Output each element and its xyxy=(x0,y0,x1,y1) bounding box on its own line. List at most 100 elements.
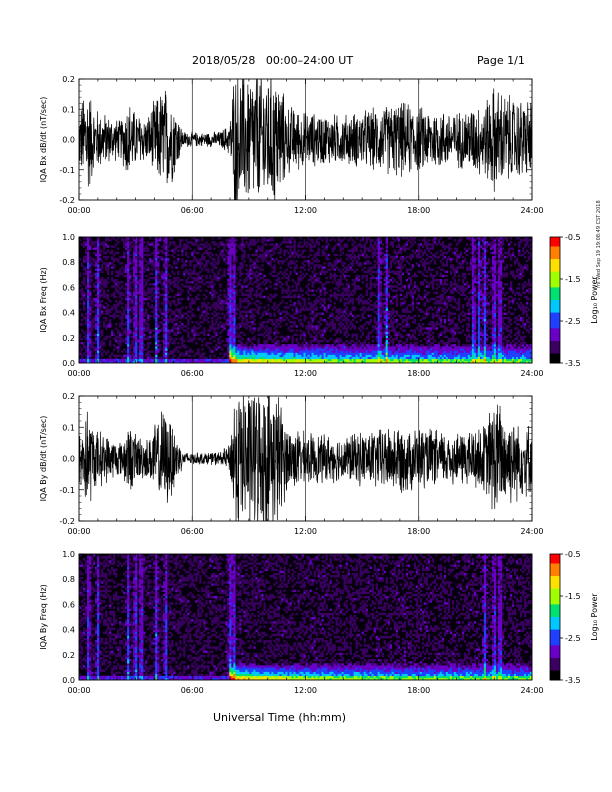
spectrogram-cell xyxy=(125,291,128,294)
spectrogram-cell xyxy=(129,306,132,309)
spectrogram-cell xyxy=(339,241,342,244)
spectrogram-cell xyxy=(351,346,354,349)
spectrogram-cell xyxy=(133,285,136,288)
spectrogram-cell xyxy=(347,295,350,299)
spectrogram-cell xyxy=(291,325,294,328)
spectrogram-cell xyxy=(227,350,230,353)
spectrogram-cell xyxy=(187,335,190,339)
spectrogram-cell xyxy=(201,262,204,265)
spectrogram-cell xyxy=(131,358,134,362)
spectrogram-cell xyxy=(217,260,220,263)
spectrogram-cell xyxy=(379,281,382,284)
spectrogram-cell xyxy=(307,264,310,267)
spectrogram-cell xyxy=(251,272,254,276)
spectrogram-cell xyxy=(335,314,338,318)
spectrogram-cell xyxy=(139,304,142,307)
spectrogram-cell xyxy=(285,335,288,339)
spectrogram-cell xyxy=(125,241,128,244)
spectrogram-cell xyxy=(87,281,90,284)
spectrogram-cell xyxy=(269,312,272,315)
spectrogram-cell xyxy=(251,360,254,363)
spectrogram-cell xyxy=(141,360,144,363)
spectrogram-cell xyxy=(293,245,296,248)
spectrogram-cell xyxy=(265,287,268,290)
spectrogram-cell xyxy=(93,285,96,288)
spectrogram-cell xyxy=(271,274,274,278)
spectrogram-cell xyxy=(317,354,320,357)
spectrogram-cell xyxy=(339,331,342,334)
spectrogram-cell xyxy=(95,300,98,303)
spectrogram-cell xyxy=(247,300,250,303)
spectrogram-cell xyxy=(251,297,254,301)
spectrogram-cell xyxy=(95,241,98,244)
spectrogram-cell xyxy=(127,264,130,267)
spectrogram-cell xyxy=(203,293,206,297)
spectrogram-cell xyxy=(135,300,138,303)
spectrogram-cell xyxy=(245,318,248,322)
spectrogram-cell xyxy=(269,237,272,240)
spectrogram-cell xyxy=(245,346,248,349)
spectrogram-cell xyxy=(305,352,308,355)
spectrogram-cell xyxy=(275,342,278,345)
spectrogram-cell xyxy=(205,310,208,313)
spectrogram-cell xyxy=(207,333,210,336)
spectrogram-cell xyxy=(141,337,144,341)
spectrogram-cell xyxy=(231,266,234,269)
spectrogram-cell xyxy=(211,268,214,271)
spectrogram-cell xyxy=(141,306,144,309)
spectrogram-cell xyxy=(317,360,320,363)
spectrogram-cell xyxy=(251,253,254,257)
spectrogram-cell xyxy=(249,276,252,280)
spectrogram-cell xyxy=(379,287,382,290)
spectrogram-cell xyxy=(117,329,120,332)
spectrogram-cell xyxy=(223,316,226,320)
spectrogram-cell xyxy=(173,276,176,280)
spectrogram-cell xyxy=(349,350,352,353)
spectrogram-cell xyxy=(323,331,326,334)
spectrogram-cell xyxy=(241,358,244,362)
spectrogram-cell xyxy=(257,247,260,250)
spectrogram-cell xyxy=(175,279,178,282)
spectrogram-cell xyxy=(269,297,272,301)
spectrogram-cell xyxy=(281,272,284,276)
spectrogram-cell xyxy=(225,300,228,303)
spectrogram-cell xyxy=(95,325,98,328)
spectrogram-cell xyxy=(271,237,274,240)
spectrogram-cell xyxy=(261,260,264,263)
spectrogram-cell xyxy=(191,281,194,284)
spectrogram-cell xyxy=(197,287,200,290)
spectrogram-cell xyxy=(345,302,348,305)
spectrogram-cell xyxy=(115,295,118,299)
spectrogram-cell xyxy=(183,285,186,288)
spectrogram-cell xyxy=(155,306,158,309)
spectrogram-cell xyxy=(181,249,184,252)
spectrogram-cell xyxy=(355,342,358,345)
spectrogram-cell xyxy=(161,358,164,362)
spectrogram-cell xyxy=(209,354,212,357)
spectrogram-cell xyxy=(281,276,284,280)
spectrogram-cell xyxy=(321,348,324,351)
spectrogram-cell xyxy=(89,245,92,248)
spectrogram-cell xyxy=(93,272,96,276)
spectrogram-cell xyxy=(157,239,160,242)
spectrogram-cell xyxy=(247,354,250,357)
spectrogram-cell xyxy=(145,310,148,313)
spectrogram-cell xyxy=(153,335,156,339)
spectrogram-cell xyxy=(271,321,274,324)
spectrogram-cell xyxy=(207,285,210,288)
spectrogram-cell xyxy=(377,333,380,336)
spectrogram-cell xyxy=(325,323,328,326)
spectrogram-cell xyxy=(231,331,234,334)
spectrogram-cell xyxy=(249,327,252,330)
spectrogram-cell xyxy=(257,356,260,360)
spectrogram-cell xyxy=(281,350,284,353)
spectrogram-cell xyxy=(215,308,218,311)
spectrogram-cell xyxy=(279,247,282,250)
spectrogram-cell xyxy=(83,295,86,299)
spectrogram-cell xyxy=(333,274,336,278)
spectrogram-cell xyxy=(105,255,108,259)
spectrogram-cell xyxy=(135,352,138,355)
spectrogram-cell xyxy=(385,354,388,357)
spectrogram-cell xyxy=(117,358,120,362)
spectrogram-cell xyxy=(275,321,278,324)
